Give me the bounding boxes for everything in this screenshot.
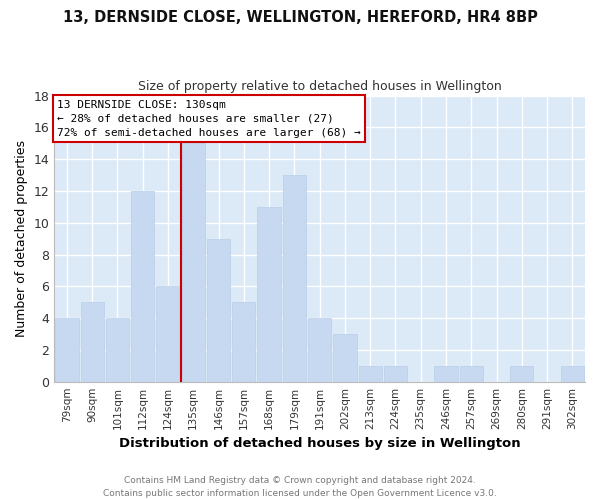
Bar (131, 191, 154, 382)
Text: Contains HM Land Registry data © Crown copyright and database right 2024.
Contai: Contains HM Land Registry data © Crown c… (103, 476, 497, 498)
Y-axis label: Number of detached properties: Number of detached properties (15, 140, 28, 337)
Bar (384, 366, 407, 382)
Bar (232, 302, 256, 382)
Bar (333, 334, 356, 382)
Bar (80, 302, 104, 382)
Bar (257, 207, 281, 382)
Bar (106, 318, 129, 382)
Bar (561, 366, 584, 382)
Text: 13 DERNSIDE CLOSE: 130sqm
← 28% of detached houses are smaller (27)
72% of semi-: 13 DERNSIDE CLOSE: 130sqm ← 28% of detac… (57, 100, 361, 138)
Bar (283, 175, 306, 382)
Title: Size of property relative to detached houses in Wellington: Size of property relative to detached ho… (138, 80, 502, 93)
X-axis label: Distribution of detached houses by size in Wellington: Distribution of detached houses by size … (119, 437, 520, 450)
Bar (434, 366, 458, 382)
Text: 13, DERNSIDE CLOSE, WELLINGTON, HEREFORD, HR4 8BP: 13, DERNSIDE CLOSE, WELLINGTON, HEREFORD… (62, 10, 538, 25)
Bar (359, 366, 382, 382)
Bar (510, 366, 533, 382)
Bar (157, 286, 179, 382)
Bar (207, 238, 230, 382)
Bar (182, 143, 205, 382)
Bar (55, 318, 79, 382)
Bar (460, 366, 483, 382)
Bar (308, 318, 331, 382)
